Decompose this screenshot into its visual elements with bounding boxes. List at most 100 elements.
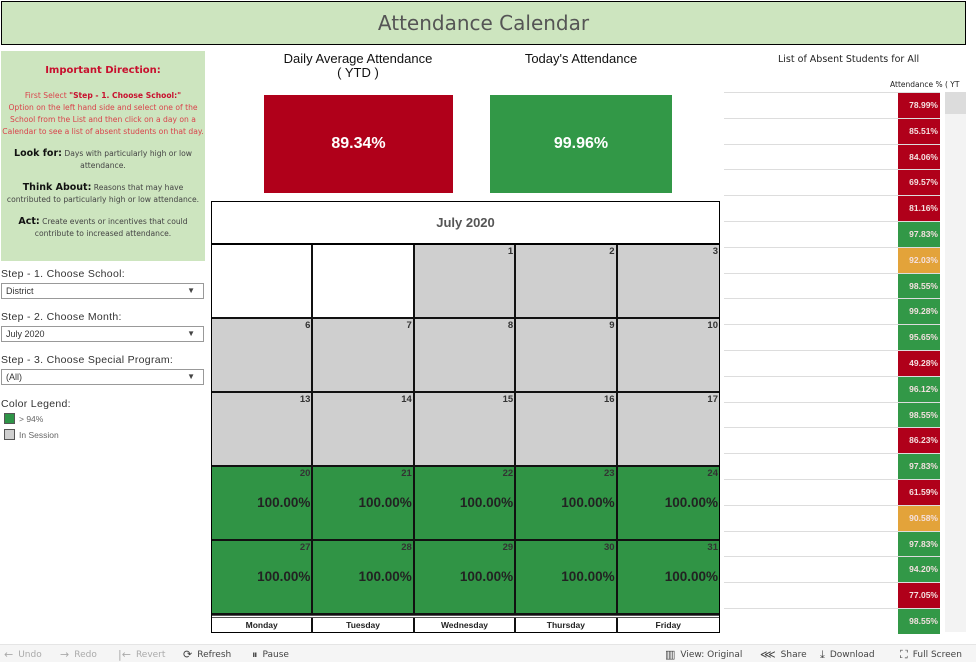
pause-icon: ⏸ [252,648,258,661]
calendar-day-cell[interactable]: 29 100.00% [414,541,517,615]
chevron-down-icon: ▼ [187,372,195,381]
calendar-day-cell[interactable]: 7 [313,319,415,393]
list-item[interactable]: 99.28% [724,298,940,325]
attendance-value: 97.83% [898,222,940,247]
ytd-kpi-tile[interactable]: 89.34% [264,95,453,193]
share-button[interactable]: ⋘ Share [760,648,807,661]
day-number: 1 [507,246,514,257]
refresh-button[interactable]: ⟳ Refresh [183,648,232,661]
calendar-day-cell[interactable]: 9 [516,319,618,393]
legend-title: Color Legend: [1,398,71,410]
list-item[interactable]: 97.83% [724,530,940,557]
view-original-button[interactable]: ▥ View: Original [665,648,743,661]
list-item[interactable]: 86.23% [724,427,940,454]
direction-heading: Important Direction: [45,65,161,76]
list-item[interactable]: 97.83% [724,453,940,480]
list-item[interactable]: 78.99% [724,92,940,118]
calendar-day-cell[interactable]: 3 [617,245,719,319]
list-item[interactable]: 96.12% [724,375,940,402]
calendar-day-cell[interactable]: 30 100.00% [516,541,618,615]
month-dropdown[interactable]: July 2020 ▼ [1,326,204,342]
calendar-day-cell[interactable]: 6 [212,319,314,393]
day-number: 30 [604,542,615,553]
list-scrollbar[interactable] [945,92,966,632]
revert-button[interactable]: |← Revert [118,648,166,661]
fullscreen-button[interactable]: ⛶ Full Screen [900,648,962,661]
attendance-column-header[interactable]: Attendance % ( YT [890,80,960,89]
day-number: 2 [609,246,615,257]
calendar-day-cell[interactable]: 21 100.00% [313,467,415,541]
calendar-day-cell[interactable]: 8 [414,319,517,393]
calendar-day-cell[interactable]: 15 [414,393,517,467]
list-item[interactable]: 77.05% [724,582,940,609]
program-dropdown[interactable]: (All) ▼ [1,369,204,385]
day-attendance-pct: 100.00% [561,495,615,510]
calendar-day-cell[interactable]: 17 [617,393,719,467]
today-kpi-title: Today's Attendance [524,51,638,66]
day-number: 29 [502,542,514,553]
calendar-day-cell[interactable]: 28 100.00% [313,541,415,615]
redo-button[interactable]: → Redo [60,648,97,661]
calendar-day-cell[interactable]: 24 100.00% [617,467,719,541]
attendance-value: 81.16% [898,196,940,222]
chart-icon: ▥ [665,648,676,661]
day-attendance-pct: 100.00% [664,495,718,510]
calendar-day-cell [212,245,314,319]
attendance-value: 78.99% [898,93,940,118]
attendance-value: 99.28% [898,299,940,325]
direction-panel: Important Direction: First Select "Step … [1,51,205,261]
attendance-value: 84.06% [898,144,940,170]
list-item[interactable]: 81.16% [724,195,940,222]
calendar-day-cell[interactable]: 13 [212,393,314,467]
school-dropdown[interactable]: District ▼ [1,283,204,299]
list-scrollbar-thumb[interactable] [945,92,966,114]
download-button[interactable]: ⤓ Download [820,648,875,661]
attendance-value: 77.05% [898,583,940,609]
calendar-day-cell[interactable]: 27 100.00% [212,541,314,615]
list-item[interactable]: 69.57% [724,169,940,196]
bottom-toolbar: ← Undo → Redo |← Revert ⟳ Refresh ⏸ Pause ▥ Vi… [0,644,976,662]
calendar-day-cell[interactable]: 10 [617,319,719,393]
list-item[interactable]: 92.03% [724,246,940,273]
refresh-icon: ⟳ [183,648,193,661]
day-attendance-pct: 100.00% [561,569,615,584]
day-attendance-pct: 100.00% [257,495,311,510]
share-icon: ⋘ [760,648,776,661]
calendar-day-cell[interactable]: 16 [516,393,618,467]
list-item[interactable]: 90.58% [724,504,940,531]
calendar-day-cell[interactable]: 20 100.00% [212,467,314,541]
list-item[interactable]: 94.20% [724,556,940,583]
calendar-day-cell[interactable]: 14 [313,393,415,467]
pause-button[interactable]: ⏸ Pause [252,648,289,661]
day-number: 3 [712,246,718,257]
day-attendance-pct: 100.00% [257,569,311,584]
list-item[interactable]: 98.55% [724,608,940,634]
day-attendance-pct: 100.00% [358,569,412,584]
calendar-day-cell[interactable]: 23 100.00% [516,467,618,541]
list-item[interactable]: 97.83% [724,221,940,247]
today-kpi-tile[interactable]: 99.96% [490,95,672,193]
list-item[interactable]: 98.55% [724,272,940,299]
legend-item-high[interactable]: > 94% [4,413,43,424]
day-number: 21 [401,468,412,479]
list-item[interactable]: 98.55% [724,401,940,428]
program-label: Step - 3. Choose Special Program: [1,354,174,366]
list-item[interactable]: 95.65% [724,324,940,351]
chevron-down-icon: ▼ [187,329,195,338]
list-item[interactable]: 49.28% [724,350,940,376]
day-number: 6 [305,320,311,331]
list-item[interactable]: 85.51% [724,117,940,144]
calendar-day-cell[interactable]: 1 [414,245,517,319]
list-item[interactable]: 61.59% [724,479,940,505]
calendar-day-cell[interactable]: 22 100.00% [414,467,517,541]
legend-item-session[interactable]: In Session [4,429,59,440]
think-about-text: Think About: Reasons that may have contr… [6,182,200,204]
day-attendance-pct: 100.00% [459,495,514,510]
day-number: 7 [406,320,412,331]
day-attendance-pct: 100.00% [358,495,412,510]
list-item[interactable]: 84.06% [724,143,940,170]
attendance-value: 90.58% [898,505,940,531]
undo-button[interactable]: ← Undo [4,648,42,661]
calendar-day-cell[interactable]: 2 [516,245,618,319]
calendar-day-cell[interactable]: 31 100.00% [617,541,719,615]
